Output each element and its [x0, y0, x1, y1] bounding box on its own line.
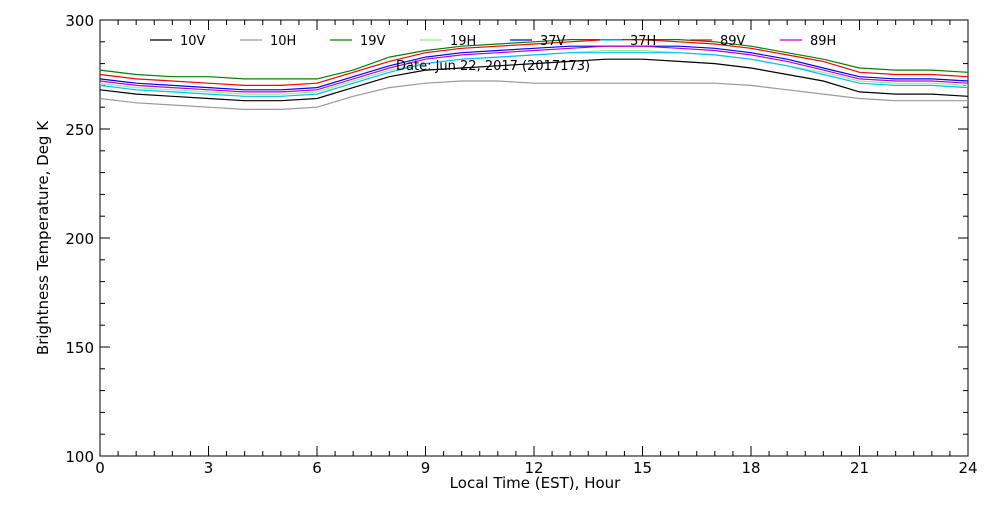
y-tick-label: 150 — [65, 339, 94, 357]
legend-label-10v: 10V — [180, 34, 206, 49]
legend-label-19h: 19H — [450, 34, 476, 49]
y-tick-label: 250 — [65, 121, 94, 139]
x-tick-label: 24 — [958, 459, 977, 477]
y-tick-label: 100 — [65, 448, 94, 466]
series-line-19v — [99, 38, 969, 80]
series-line-89h — [99, 45, 969, 93]
x-tick-label: 12 — [524, 459, 543, 477]
y-tick-label: 300 — [65, 12, 94, 30]
x-tick-label: 6 — [312, 459, 322, 477]
legend-label-37h: 37H — [630, 34, 656, 49]
x-tick-label: 3 — [204, 459, 214, 477]
y-tick-label: 200 — [65, 230, 94, 248]
series-lines — [99, 38, 969, 111]
annotation-date: Date: Jun 22, 2017 (2017173) — [396, 59, 590, 74]
x-axis-label: Local Time (EST), Hour — [450, 474, 621, 492]
legend-label-89v: 89V — [720, 34, 746, 49]
series-line-10h — [99, 80, 968, 111]
legend: 10V 10H 19V 19H 37V 37H 89V 89H — [150, 34, 836, 49]
series-line-89v — [99, 38, 969, 87]
legend-label-10h: 10H — [270, 34, 296, 49]
x-tick-label: 0 — [95, 459, 105, 477]
legend-label-37v: 37V — [540, 34, 566, 49]
x-tick-label: 15 — [633, 459, 652, 477]
series-line-37v — [99, 45, 969, 91]
x-tick-label: 9 — [421, 459, 431, 477]
series-line-10v — [99, 58, 969, 102]
x-tick-label: 21 — [850, 459, 869, 477]
legend-label-19v: 19V — [360, 34, 386, 49]
y-axis-label: Brightness Temperature, Deg K — [34, 120, 52, 355]
legend-label-89h: 89H — [810, 34, 836, 49]
series-line-37h — [99, 52, 969, 97]
axis-ticks: 0 3 6 9 12 15 18 21 24 100 150 200 250 300 — [65, 12, 977, 477]
x-tick-label: 18 — [741, 459, 760, 477]
